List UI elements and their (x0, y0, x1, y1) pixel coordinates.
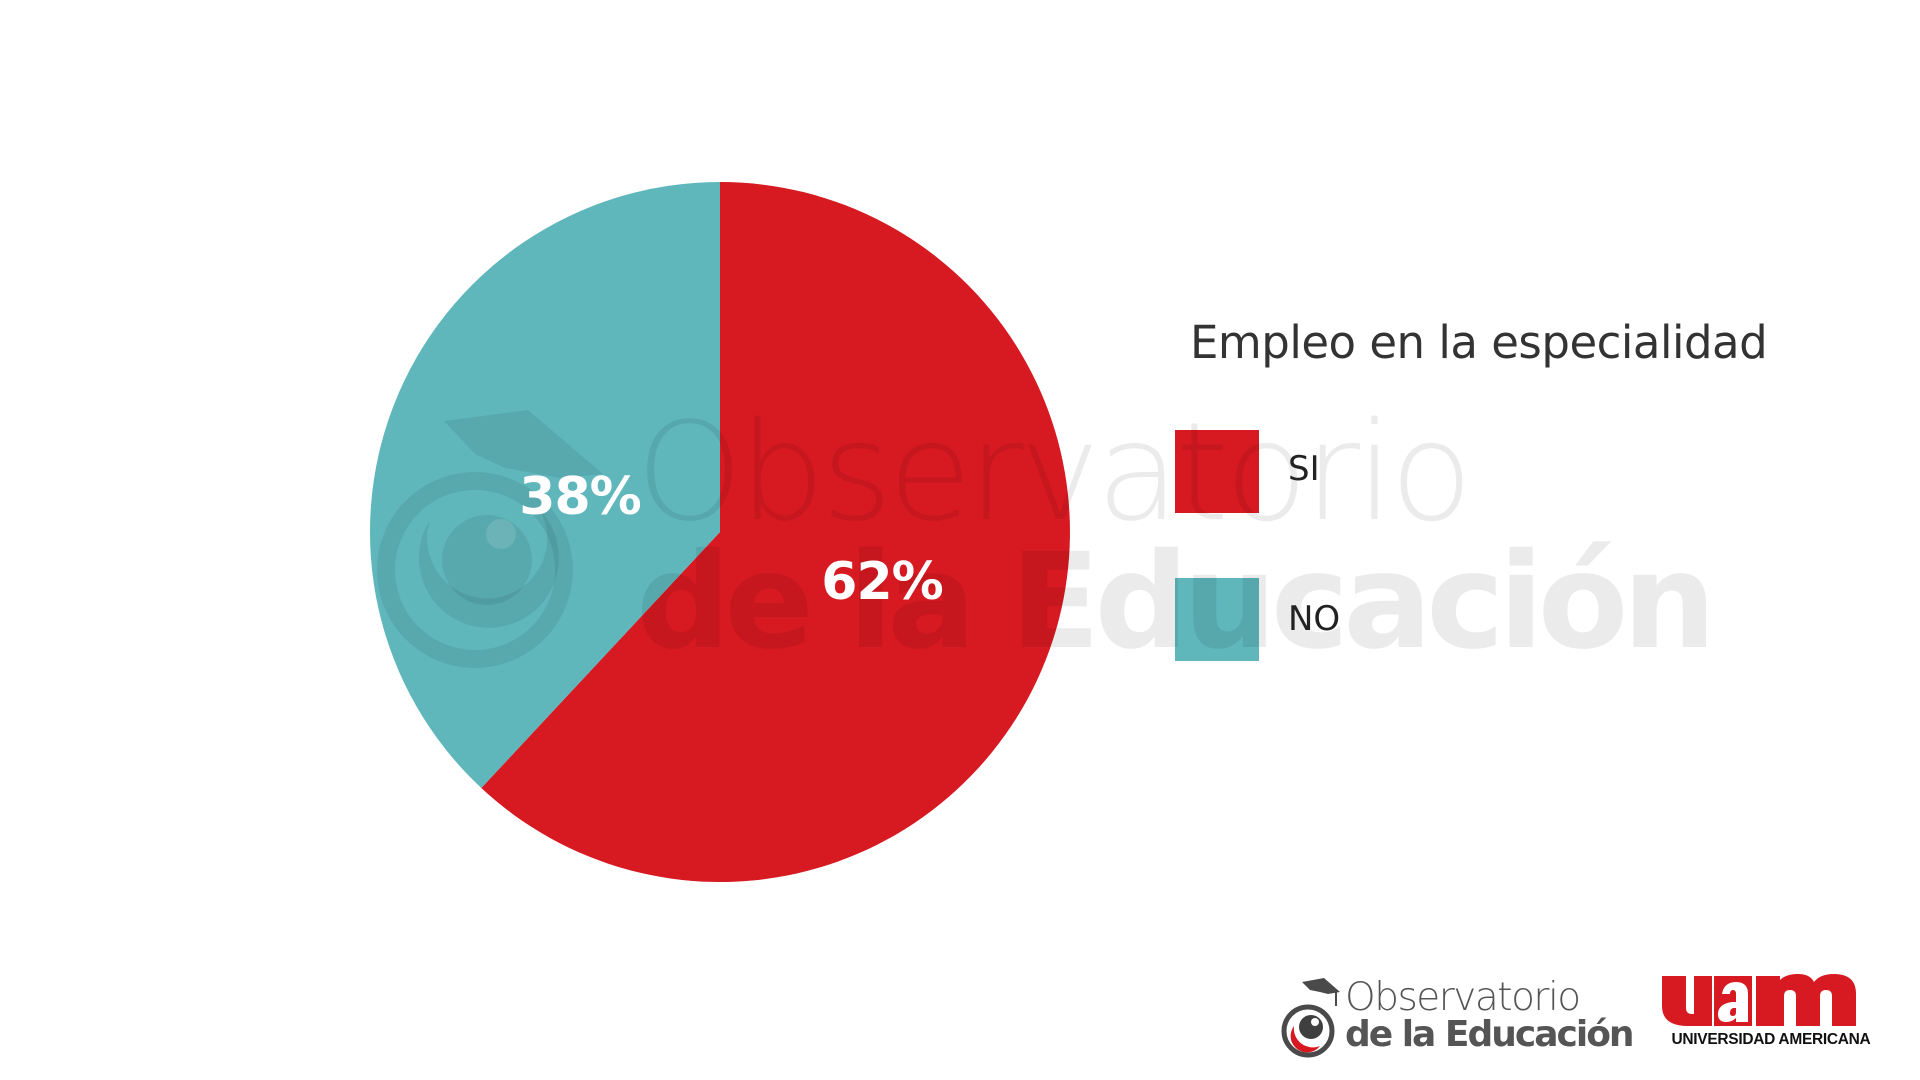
pie-slice-no[interactable] (369, 182, 720, 788)
legend-swatch-no (1175, 578, 1259, 661)
slice-label-si: 62% (821, 552, 943, 612)
slice-label-no: 38% (519, 467, 641, 527)
observatorio-logo-line1: Observatorio (1345, 975, 1581, 1020)
legend-swatch-si (1175, 430, 1259, 513)
uam-letters-icon (1662, 974, 1856, 1026)
observatorio-logo-line2: de la Educación (1345, 1014, 1635, 1055)
observatorio-logo: Observatorio de la Educación (1280, 975, 1635, 1066)
legend-label-no: NO (1288, 599, 1341, 639)
legend-label-si: SI (1288, 449, 1320, 489)
observatorio-eye-icon (1281, 978, 1340, 1058)
uam-logo: UNIVERSIDAD AMERICANA (1660, 972, 1885, 1062)
uam-subtitle: UNIVERSIDAD AMERICANA (1671, 1031, 1871, 1048)
pie-slice-si[interactable] (481, 182, 1070, 882)
legend-title: Empleo en la especialidad (1190, 316, 1768, 369)
